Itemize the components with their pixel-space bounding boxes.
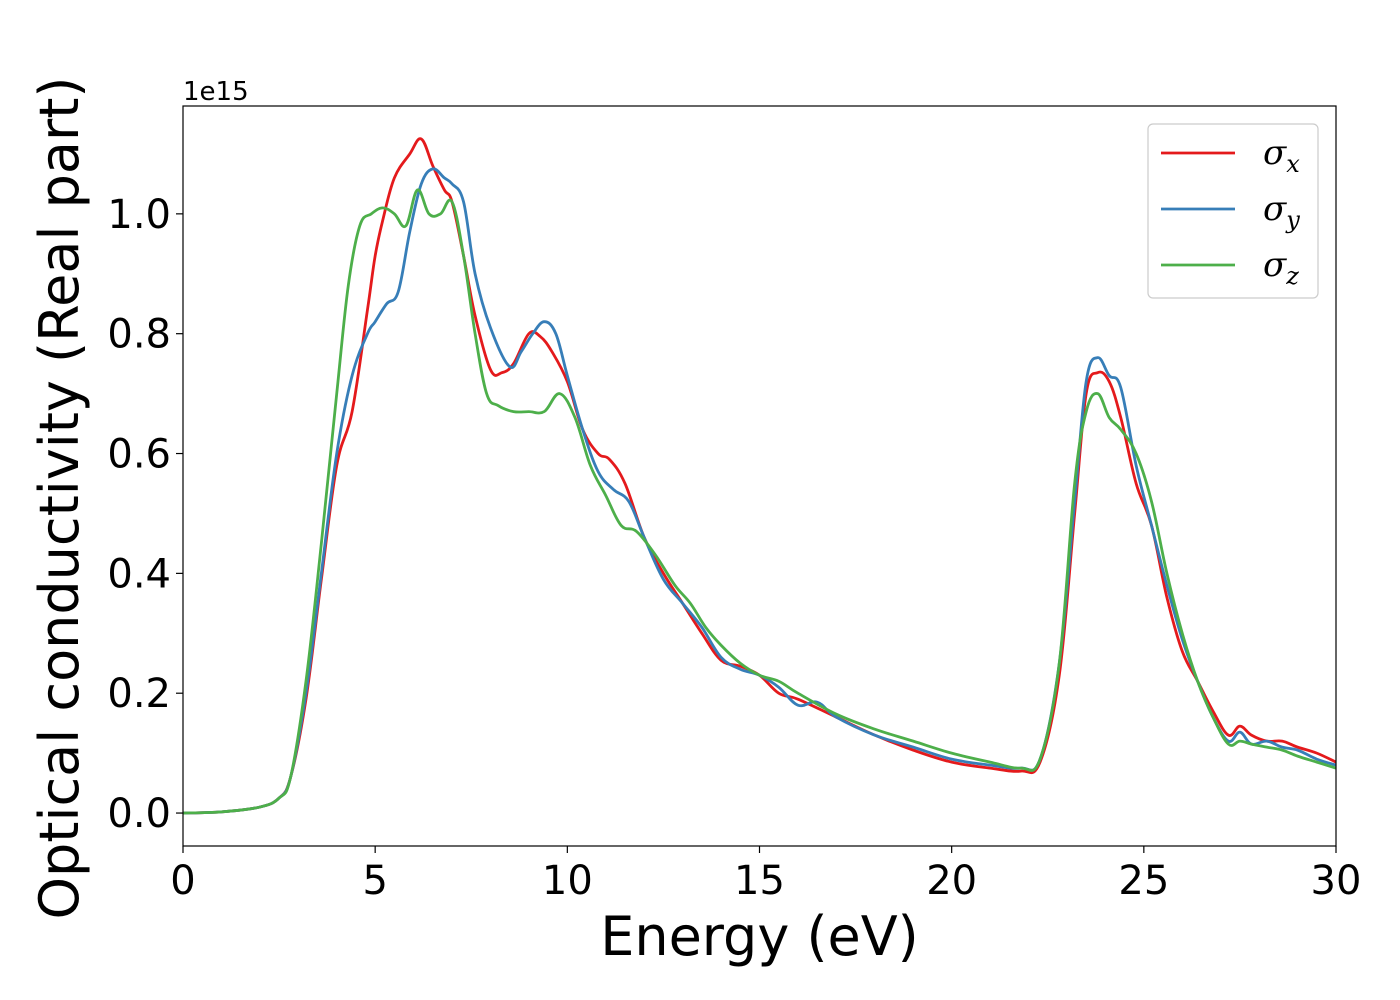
x-axis-ticks: 0 5 10 15 20 25 30 [170,846,1361,904]
y-axis-ticks: 0.0 0.2 0.4 0.6 0.8 1.0 [107,192,183,837]
y-tick-label: 0.4 [107,551,171,597]
y-tick-label: 0.0 [107,791,171,837]
x-axis-label: Energy (eV) [600,905,919,968]
y-tick-label: 0.6 [107,432,171,478]
legend-label-y: σy [1263,189,1300,234]
legend-symbol: σ [1263,245,1287,285]
series-line-z [183,188,1336,815]
x-tick-label: 5 [362,858,387,904]
legend-box [1147,123,1319,299]
legend-subscript: y [1285,206,1300,234]
y-tick-label: 0.2 [107,671,171,717]
y-axis-offset-text: 1e15 [183,77,249,107]
y-tick-label: 0.8 [107,312,171,358]
legend-symbol: σ [1263,133,1287,173]
x-tick-label: 15 [734,858,785,904]
y-axis-label: Optical conductivity (Real part) [28,77,91,920]
y-tick-label: 1.0 [107,192,171,238]
series-line-y [183,167,1336,815]
x-tick-label: 0 [170,858,195,904]
plot-series-group [183,137,1336,815]
x-tick-label: 20 [926,858,977,904]
legend-symbol: σ [1263,189,1287,229]
legend-subscript: z [1285,262,1299,290]
legend-label-z: σz [1263,245,1299,290]
x-tick-label: 30 [1311,858,1362,904]
legend-subscript: x [1286,150,1300,178]
x-tick-label: 25 [1118,858,1169,904]
x-tick-label: 10 [542,858,593,904]
legend-label-x: σx [1263,133,1300,178]
